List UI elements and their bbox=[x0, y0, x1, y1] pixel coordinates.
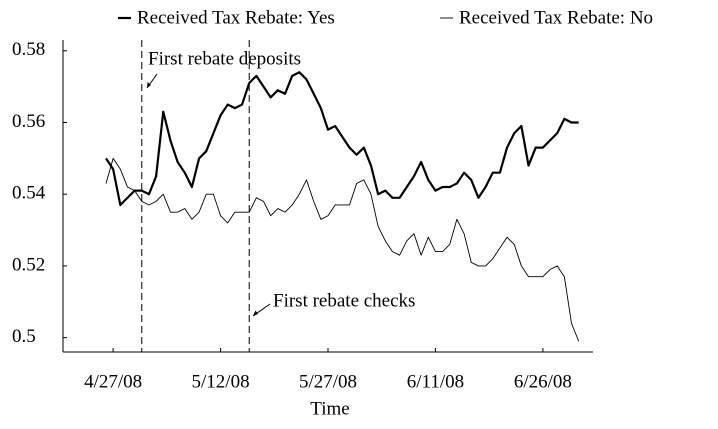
x-tick-label: 5/27/08 bbox=[299, 371, 357, 392]
annotation-label: First rebate deposits bbox=[148, 48, 301, 69]
legend-label: Received Tax Rebate: Yes bbox=[137, 7, 335, 28]
series-line bbox=[105, 71, 579, 207]
x-tick-label: 6/26/08 bbox=[514, 371, 572, 392]
y-tick-label: 0.54 bbox=[12, 183, 46, 204]
y-tick-label: 0.52 bbox=[12, 254, 45, 275]
series-line bbox=[105, 157, 580, 342]
x-tick-label: 6/11/08 bbox=[407, 371, 464, 392]
legend-label: Received Tax Rebate: No bbox=[459, 7, 653, 28]
x-axis-label: Time bbox=[310, 398, 349, 419]
arrow-head bbox=[147, 82, 151, 88]
arrow-head bbox=[253, 310, 258, 316]
x-tick-label: 4/27/08 bbox=[84, 371, 142, 392]
annotation-label: First rebate checks bbox=[273, 290, 415, 311]
y-tick-label: 0.58 bbox=[12, 39, 45, 60]
y-tick-label: 0.5 bbox=[12, 326, 36, 347]
x-tick-label: 5/12/08 bbox=[192, 371, 250, 392]
legend: Received Tax Rebate: Yes Received Tax Reb… bbox=[118, 7, 653, 28]
y-tick-label: 0.56 bbox=[12, 111, 45, 132]
